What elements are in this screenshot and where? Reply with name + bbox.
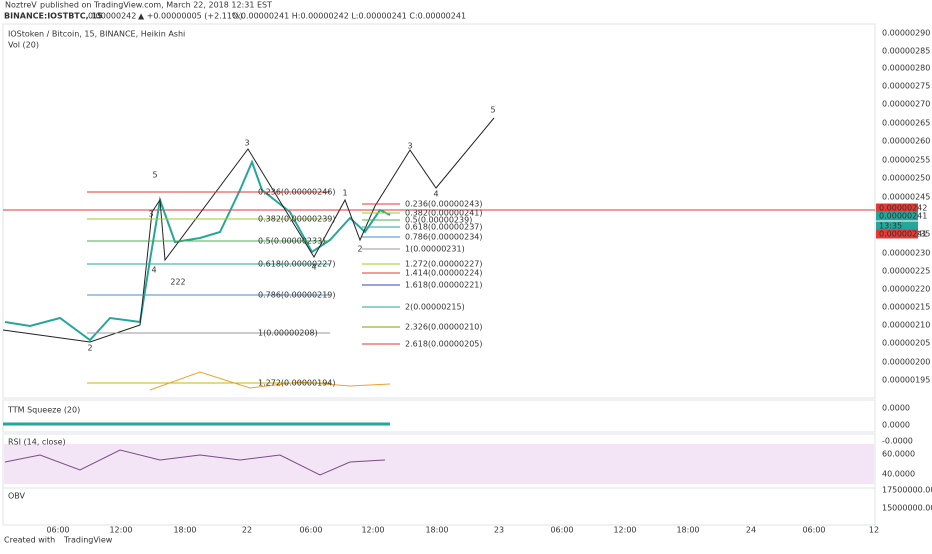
wave-label: 2 [87,344,92,353]
fib-label: 2(0.00000215) [405,303,465,312]
fib-label: 1.618(0.00000221) [405,281,483,290]
fib-label: 1.272(0.00000227) [405,260,483,269]
fib-label: 0.5(0.00000233) [258,237,325,246]
rsi-legend: RSI (14, close) [8,438,66,447]
wave-lines [2,117,495,343]
price-tag [876,211,918,221]
author: NoztreV [5,1,37,10]
fib-label: 0.382(0.00000239) [258,215,336,224]
time-axis-label: 22 [242,526,252,535]
change: ▲ +0.00000005 (+2.11%) [138,12,243,21]
price-axis-label: 0.00000230 [882,249,930,258]
price-axis-label: 0.00000210 [882,321,930,330]
footer-brand: TradingView [63,536,113,545]
fib-label: 1(0.00000208) [258,329,318,338]
price-tag [876,221,918,231]
price-axis-label: 0.00000220 [882,285,930,294]
wave-label: 4 [433,190,438,199]
fib-lines [87,191,400,384]
obv-axis-label: 15000000.0000 [882,504,932,513]
price-axis-label: 0.00000280 [882,64,930,73]
price-axis-label: 0.00000195 [882,376,930,385]
footer-created: Created with [4,536,55,545]
time-axis-label: 12:00 [361,526,384,535]
time-axis-label: 18:00 [425,526,448,535]
ttm-axis-label: -0.0000 [882,437,913,446]
fib-label: 0.236(0.00000246) [258,188,336,197]
price-axis-label: 0.00000265 [882,119,930,128]
price-axis-label: 0.00000205 [882,339,930,348]
fib-label: 1.414(0.00000224) [405,269,483,278]
series-title: IOStoken / Bitcoin, 15, BINANCE, Heikin … [8,30,185,39]
price-axis-label: 0.00000290 [882,29,930,38]
wave-label: 1 [342,189,347,198]
volume-ma [149,371,391,391]
wave-label: 4 [311,263,316,272]
rsi-axis-label: 60.0000 [882,450,915,459]
price-axis-label: 0.00000285 [882,47,930,56]
fib-label: 0.786(0.00000219) [258,291,336,300]
fib-label: 0.618(0.00000227) [258,260,336,269]
obv-axis-label: 17500000.0000 [882,486,932,495]
wave-label: 3 [407,142,412,151]
price-tag [876,203,918,213]
rsi-line [4,449,386,476]
symbol: BINANCE:IOSTBTC, 15 [4,12,103,21]
rsi-band [4,444,874,484]
wave-label: 222 [170,278,185,287]
ttm-axis-label: 0.0000 [882,421,910,430]
fib-label: 0.236(0.00000243) [405,200,483,209]
fib-label: 0.382(0.00000241) [405,209,483,218]
wave-label: 5 [152,171,157,180]
last-price: 0.00000242 [88,12,136,21]
price-tag-label: 0.00000241 [879,212,927,221]
time-axis-label: 06:00 [802,526,825,535]
time-axis-label: 06:00 [299,526,322,535]
fib-label: 0.786(0.00000234) [405,233,483,242]
time-axis-label: 06:00 [550,526,573,535]
wave-label: 2 [357,245,362,254]
price-axis-label: 0.00000255 [882,156,930,165]
fib-label: 1(0.00000231) [405,245,465,254]
time-axis-label: 18:00 [676,526,699,535]
time-axis-label: 12 [869,526,879,535]
wave-label: 3 [148,210,153,219]
price-tag-label: 13:35 [879,222,902,231]
fib-label: 2.618(0.00000205) [405,340,483,349]
price-tag-label: 0.00000241 [879,230,927,239]
price-axis-label: 0.00000215 [882,303,930,312]
price-tag-label: 0.00000242 [879,204,927,213]
wave-label: 4 [151,266,156,275]
wave-label: 3 [244,139,249,148]
pane-borders [2,23,876,526]
volume-legend: Vol (20) [8,41,39,50]
time-axis-label: 06:00 [46,526,69,535]
time-axis-label: 12:00 [109,526,132,535]
time-axis-label: 12:00 [613,526,636,535]
price-axis-label: 0.00000200 [882,358,930,367]
fib-label: 0.618(0.00000237) [405,223,483,232]
ttm-axis-label: 0.0000 [882,404,910,413]
time-axis-label: 18:00 [173,526,196,535]
ttm-legend: TTM Squeeze (20) [7,406,80,415]
fib-label: 2.326(0.00000210) [405,323,483,332]
wave-label: 5 [490,106,495,115]
fib-label: 1.272(0.00000194) [258,379,336,388]
price-axis-label: 0.00000260 [882,137,930,146]
published: published on TradingView.com, March 22, … [40,1,272,10]
time-axis-label: 23 [494,526,504,535]
price-axis-label: 0.00000270 [882,100,930,109]
obv-legend: OBV [8,492,26,501]
price-axis-label: 0.00000250 [882,174,930,183]
price-tag [876,229,918,239]
price-axis-label: 0.00000275 [882,82,930,91]
rsi-axis-label: 40.0000 [882,470,915,479]
price-axis-label: 0.00000225 [882,267,930,276]
price-axis-label: 0.00000245 [882,193,930,202]
time-axis-label: 24 [746,526,756,535]
ohlc: O:0.00000241 H:0.00000242 L:0.00000241 C… [232,12,466,21]
fib-label: 0.5(0.00000239) [405,216,472,225]
